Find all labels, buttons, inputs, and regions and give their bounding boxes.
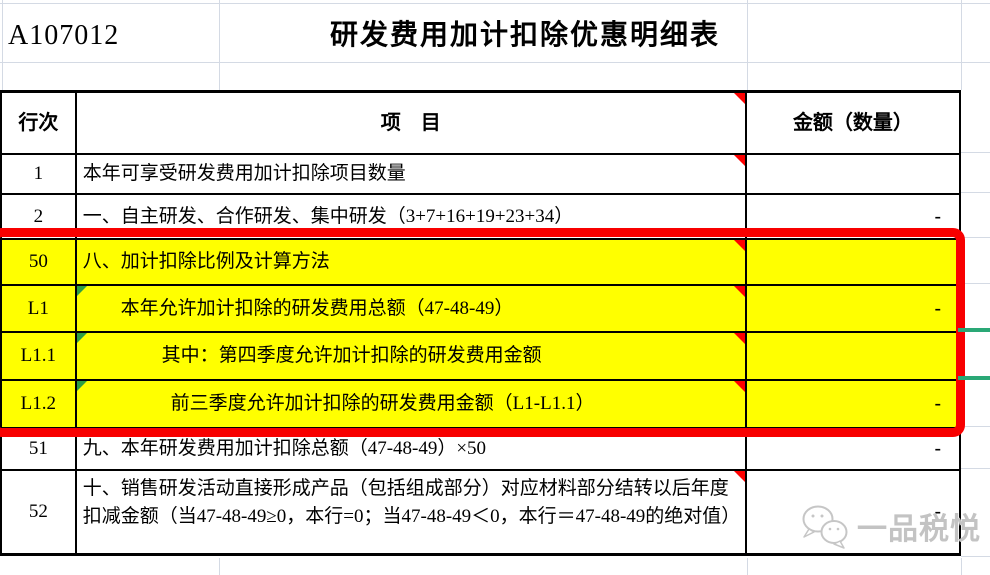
gridline xyxy=(747,558,748,575)
table-row-highlighted: L1 本年允许加计扣除的研发费用总额（47-48-49） - xyxy=(2,286,959,333)
red-highlight-box xyxy=(0,228,965,437)
table-row-highlighted: 50 八、加计扣除比例及计算方法 xyxy=(2,240,959,286)
comment-marker-icon xyxy=(733,471,745,482)
table-row: 51 九、本年研发费用加计扣除总额（47-48-49）×50 - xyxy=(2,429,959,471)
row-no-cell[interactable]: 1 xyxy=(2,155,77,193)
gridline xyxy=(0,62,990,63)
item-cell[interactable]: 本年允许加计扣除的研发费用总额（47-48-49） xyxy=(76,286,747,331)
item-cell[interactable]: 八、加计扣除比例及计算方法 xyxy=(77,240,747,284)
row-no-cell[interactable]: L1.2 xyxy=(2,381,77,427)
wechat-chat-bubbles-icon xyxy=(802,505,848,549)
comment-marker-icon xyxy=(733,286,745,297)
item-cell[interactable]: 一、自主研发、合作研发、集中研发（3+7+16+19+23+34） xyxy=(77,195,747,238)
form-code: A107012 xyxy=(8,20,120,51)
gridline xyxy=(961,152,990,153)
table-row: 2 一、自主研发、合作研发、集中研发（3+7+16+19+23+34） - xyxy=(2,195,959,240)
header-item-label: 项 目 xyxy=(380,111,441,134)
gridline xyxy=(961,192,990,193)
gridline xyxy=(961,426,990,427)
row-no-cell[interactable]: 52 xyxy=(2,471,77,553)
header-item[interactable]: 项 目 xyxy=(77,93,747,153)
gridline xyxy=(219,558,220,575)
table-header-row: 行次 项 目 金额（数量） xyxy=(2,93,959,155)
comment-marker-icon xyxy=(733,240,745,251)
item-text: 八、加计扣除比例及计算方法 xyxy=(82,251,330,273)
table-row: 52 十、销售研发活动直接形成产品（包括组成部分）对应材料部分结转以后年度扣减金… xyxy=(2,471,959,553)
header-row-no[interactable]: 行次 xyxy=(2,93,77,153)
amount-cell[interactable]: - xyxy=(934,501,941,523)
row-no-cell[interactable]: 51 xyxy=(2,429,77,469)
table-row-highlighted: L1.2 前三季度允许加计扣除的研发费用金额（L1-L1.1） - xyxy=(2,381,959,429)
item-cell[interactable]: 十、销售研发活动直接形成产品（包括组成部分）对应材料部分结转以后年度扣减金额（当… xyxy=(77,471,747,553)
item-cell[interactable]: 九、本年研发费用加计扣除总额（47-48-49）×50 xyxy=(77,429,747,469)
gridline xyxy=(961,0,962,90)
gridline xyxy=(961,558,962,575)
green-mark-line xyxy=(958,328,990,332)
table-row-highlighted: L1.1 其中：第四季度允许加计扣除的研发费用金额 xyxy=(2,333,959,381)
gridline xyxy=(961,237,990,238)
page-title: 研发费用加计扣除优惠明细表 xyxy=(329,20,720,51)
amount-cell[interactable]: - xyxy=(934,205,941,227)
amount-cell[interactable]: - xyxy=(934,393,941,415)
comment-marker-icon xyxy=(733,93,745,104)
comment-marker-icon xyxy=(733,333,745,344)
green-mark-line xyxy=(958,376,990,380)
item-text: 本年可享受研发费用加计扣除项目数量 xyxy=(82,163,406,185)
item-text: 一、自主研发、合作研发、集中研发（3+7+16+19+23+34） xyxy=(82,205,574,227)
error-marker-icon xyxy=(76,333,87,343)
gridline xyxy=(747,0,748,90)
gridline xyxy=(219,0,220,90)
row-no-cell[interactable]: L1.1 xyxy=(2,333,77,379)
item-text: 九、本年研发费用加计扣除总额（47-48-49）×50 xyxy=(82,438,487,460)
gridline xyxy=(0,3,990,4)
error-marker-icon xyxy=(76,381,87,391)
item-text: 其中：第四季度允许加计扣除的研发费用金额 xyxy=(161,345,542,367)
row-no-cell[interactable]: 2 xyxy=(2,195,77,238)
header-amount-label: 金额（数量） xyxy=(792,111,913,134)
item-text: 本年允许加计扣除的研发费用总额（47-48-49） xyxy=(120,297,514,319)
item-text: 十、销售研发活动直接形成产品（包括组成部分）对应材料部分结转以后年度扣减金额（当… xyxy=(82,478,741,527)
item-cell[interactable]: 本年可享受研发费用加计扣除项目数量 xyxy=(77,155,747,193)
watermark-text: 一品税悦 xyxy=(857,513,981,546)
item-cell[interactable]: 其中：第四季度允许加计扣除的研发费用金额 xyxy=(76,333,747,379)
comment-marker-icon xyxy=(733,381,745,392)
header-amount[interactable]: 金额（数量） xyxy=(747,93,959,153)
gridline xyxy=(961,283,990,284)
amount-cell[interactable] xyxy=(747,155,959,193)
row-no-cell[interactable]: 50 xyxy=(2,240,77,284)
item-text: 前三季度允许加计扣除的研发费用金额（L1-L1.1） xyxy=(170,393,595,415)
item-cell[interactable]: 前三季度允许加计扣除的研发费用金额（L1-L1.1） xyxy=(76,381,747,427)
deduction-detail-table: 行次 项 目 金额（数量） 1 本年可享受研发费用加计扣除项目数量 2 一、自主… xyxy=(0,90,961,556)
error-marker-icon xyxy=(76,286,87,296)
gridline xyxy=(961,468,990,469)
amount-cell[interactable]: - xyxy=(934,438,941,460)
gridline xyxy=(2,0,3,90)
amount-cell[interactable]: - xyxy=(934,297,941,319)
gridline xyxy=(961,556,990,557)
comment-marker-icon xyxy=(733,155,745,166)
watermark: 一品税悦 xyxy=(799,503,981,549)
table-row: 1 本年可享受研发费用加计扣除项目数量 xyxy=(2,155,959,195)
row-no-cell[interactable]: L1 xyxy=(2,286,77,331)
